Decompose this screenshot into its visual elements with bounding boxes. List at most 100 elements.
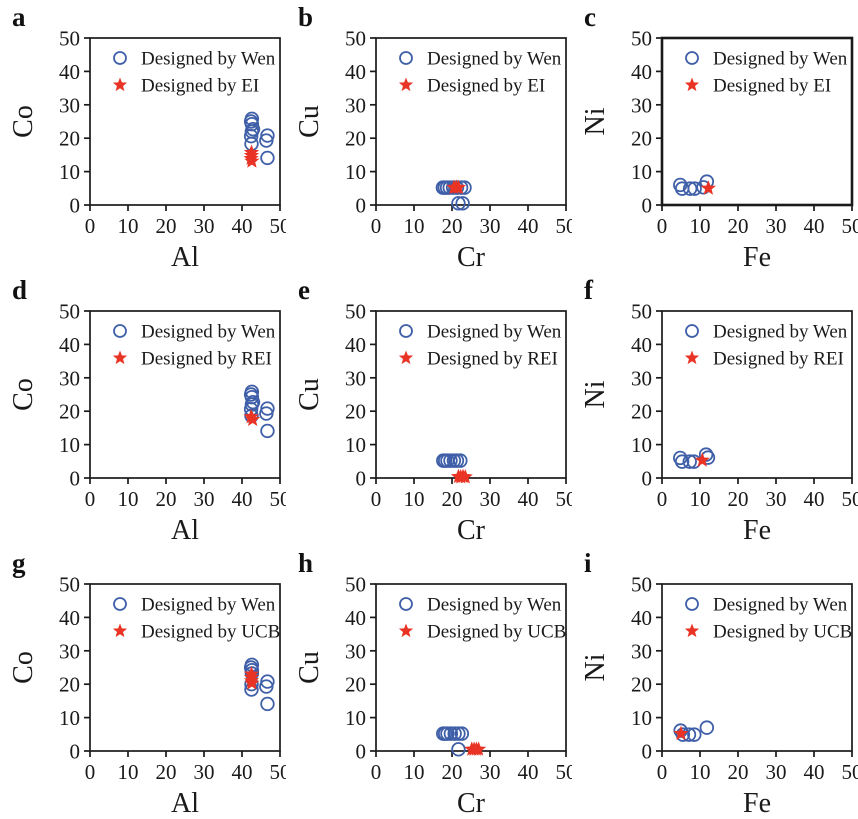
x-tick-label: 50 xyxy=(842,760,858,784)
legend-label: Designed by Wen xyxy=(713,49,848,70)
data-point-circle xyxy=(682,454,697,469)
x-tick-label: 50 xyxy=(556,760,573,784)
panel-f-plot: 00 10 10 20 20 30 30 40 40 50 50 Fe Ni Designed by We… xyxy=(580,300,858,547)
panel-e-plot: 00 10 10 20 20 30 30 40 40 50 50 Cr Cu Designed by We… xyxy=(294,300,572,547)
panel-c-plot: 00 10 10 20 20 30 30 40 40 50 50 Fe Ni Designed by We… xyxy=(580,27,858,274)
panel-i-letter: i xyxy=(584,548,592,578)
x-tick-label: 0 xyxy=(85,487,96,511)
legend-star-marker xyxy=(112,350,128,365)
legend-label: Designed by Wen xyxy=(427,322,562,343)
x-tick-label: 40 xyxy=(804,760,825,784)
x-tick-label: 30 xyxy=(480,214,501,238)
legend-label: Designed by REI xyxy=(427,349,558,370)
legend-circle-marker xyxy=(399,597,413,611)
legend-star-marker xyxy=(684,77,700,92)
plot-frame xyxy=(660,36,854,207)
data-point-star xyxy=(450,179,467,195)
legend-star-marker xyxy=(398,350,414,365)
legend-circle-marker xyxy=(399,51,413,65)
data-point-star xyxy=(244,153,260,168)
data-point-circle xyxy=(687,181,702,196)
data-point-star xyxy=(470,741,487,756)
plot-frame xyxy=(661,583,853,752)
panel-g-plot: 00 10 10 20 20 30 30 40 40 50 50 Al Co Designed by We… xyxy=(8,573,287,819)
legend-label: Designed by Wen xyxy=(713,595,848,616)
panel-g-letter: g xyxy=(12,548,26,578)
y-tick-label: 40 xyxy=(345,60,366,84)
legend-label: Designed by EI xyxy=(427,76,545,97)
panel-a-plot: 00 10 10 20 20 30 30 40 40 50 50 Al Co Designed by We… xyxy=(8,27,286,274)
x-tick-label: 30 xyxy=(194,487,215,511)
y-axis-label: Ni xyxy=(580,380,611,408)
panel-e: e 0 0 10 10 20 20 30 30 40 40 50 50 Cr Cu Designed by … xyxy=(286,273,572,547)
y-tick-label: 10 xyxy=(59,706,80,730)
data-point-circle xyxy=(455,196,470,211)
y-tick-label: 40 xyxy=(631,333,652,357)
legend-star-marker xyxy=(684,623,700,638)
plot-frame xyxy=(89,583,281,752)
legend-label: Designed by Wen xyxy=(141,49,276,70)
y-tick-label: 30 xyxy=(631,366,652,390)
data-point-circle xyxy=(443,726,459,741)
y-tick-label: 20 xyxy=(631,673,652,697)
data-point-circle xyxy=(675,727,691,742)
legend-label: Designed by Wen xyxy=(427,595,562,616)
y-tick-label: 10 xyxy=(345,433,366,457)
panel-h-plot: 00 10 10 20 20 30 30 40 40 50 50 Cr Cu Designed by We… xyxy=(294,573,573,819)
data-point-circle xyxy=(259,133,274,148)
x-tick-label: 30 xyxy=(766,760,787,784)
legend-circle-marker xyxy=(113,597,127,611)
x-tick-label: 50 xyxy=(270,487,287,511)
x-tick-label: 10 xyxy=(404,487,425,511)
y-tick-label: 40 xyxy=(345,333,366,357)
x-axis-label: Al xyxy=(171,515,199,546)
y-tick-label: 0 xyxy=(70,467,81,491)
x-tick-label: 50 xyxy=(270,760,287,784)
y-tick-label: 50 xyxy=(345,27,366,51)
x-tick-label: 20 xyxy=(442,760,463,784)
data-point-star xyxy=(694,452,710,467)
panel-c-letter: c xyxy=(584,2,596,32)
y-axis-label: Co xyxy=(8,651,39,684)
y-tick-label: 10 xyxy=(345,160,366,184)
x-tick-label: 20 xyxy=(728,760,749,784)
x-tick-label: 40 xyxy=(232,214,253,238)
data-point-circle xyxy=(259,679,274,694)
panel-d-letter: d xyxy=(12,275,28,305)
data-point-circle xyxy=(451,196,466,211)
y-tick-label: 30 xyxy=(59,639,80,663)
x-tick-label: 30 xyxy=(194,214,215,238)
panel-d: d 0 0 10 10 20 20 30 30 40 40 50 50 Al Co Designed by … xyxy=(0,273,287,547)
y-tick-label: 0 xyxy=(642,467,653,491)
legend-circle-marker xyxy=(399,324,413,338)
legend-circle-marker xyxy=(685,51,699,65)
x-tick-label: 40 xyxy=(232,487,253,511)
y-axis-label: Co xyxy=(8,378,39,411)
y-tick-label: 40 xyxy=(631,606,652,630)
panel-b-letter: b xyxy=(298,2,314,32)
legend-label: Designed by UCB xyxy=(427,622,566,643)
legend-star-marker xyxy=(112,623,128,638)
data-point-star xyxy=(673,725,689,741)
x-tick-label: 10 xyxy=(404,214,425,238)
data-point-star xyxy=(245,411,261,427)
x-tick-label: 0 xyxy=(85,214,96,238)
x-tick-label: 20 xyxy=(156,487,177,511)
x-axis-label: Fe xyxy=(743,515,771,546)
panel-f-letter: f xyxy=(584,275,593,305)
panel-e-letter: e xyxy=(298,275,310,305)
legend-label: Designed by UCB xyxy=(713,622,852,643)
data-point-circle xyxy=(453,453,468,468)
y-tick-label: 30 xyxy=(631,639,652,663)
y-tick-label: 10 xyxy=(631,160,652,184)
legend-label: Designed by REI xyxy=(713,349,844,370)
x-tick-label: 40 xyxy=(804,487,825,511)
y-tick-label: 20 xyxy=(59,400,80,424)
y-tick-label: 40 xyxy=(59,333,80,357)
x-tick-label: 50 xyxy=(842,214,858,238)
x-tick-label: 30 xyxy=(766,487,787,511)
x-tick-label: 10 xyxy=(404,760,425,784)
x-tick-label: 30 xyxy=(480,760,501,784)
y-tick-label: 10 xyxy=(59,160,80,184)
